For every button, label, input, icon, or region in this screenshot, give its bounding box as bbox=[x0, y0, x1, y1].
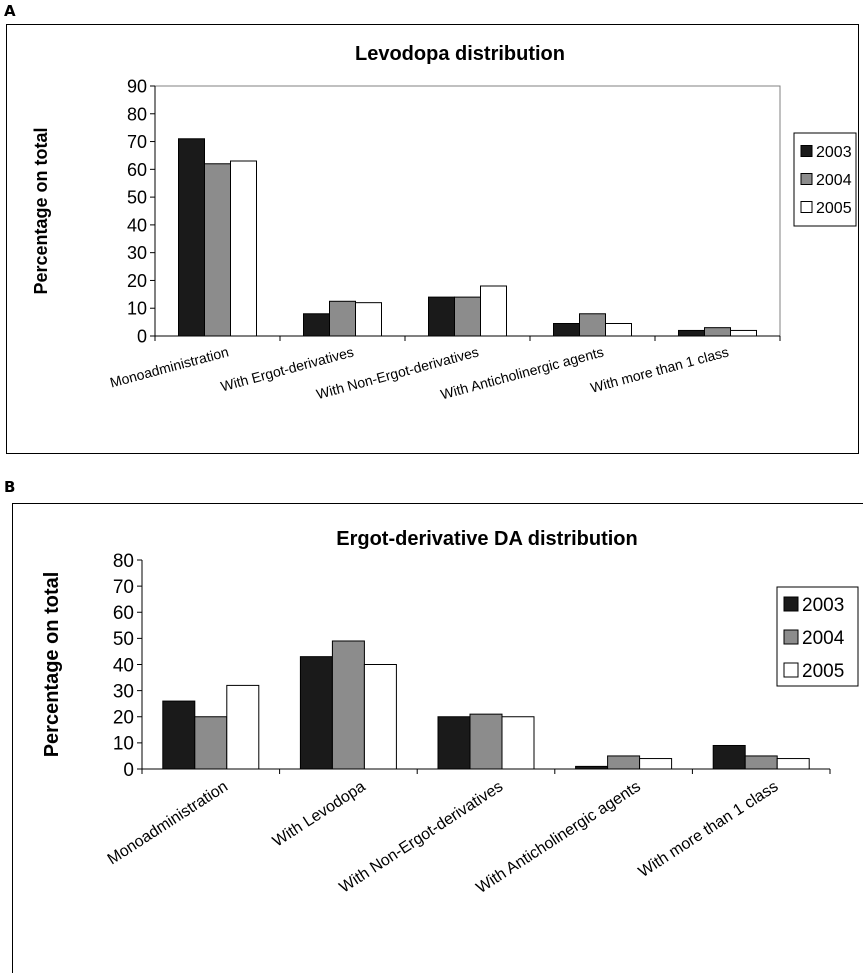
chart-b-bar bbox=[575, 765, 609, 770]
chart-b-ylabel: Percentage on total bbox=[41, 572, 63, 758]
chart-b-category-label: With Levodopa bbox=[270, 778, 369, 850]
chart-a-ylabel: Percentage on total bbox=[31, 127, 51, 294]
chart-a-category-label: Monoadministration bbox=[108, 343, 230, 390]
chart-a-legend-swatch bbox=[800, 201, 813, 213]
chart-ergot: Ergot-derivative DA distribution Percenta… bbox=[41, 528, 859, 897]
chart-b-legend-label: 2004 bbox=[802, 628, 845, 649]
chart-b-legend-swatch bbox=[783, 596, 799, 612]
chart-a-ytick-label: 30 bbox=[127, 243, 147, 263]
chart-b-bar bbox=[469, 713, 503, 770]
chart-b-ytick-label: 80 bbox=[113, 551, 134, 572]
chart-a-ytick-label: 50 bbox=[127, 188, 147, 208]
chart-b-title: Ergot-derivative DA distribution bbox=[336, 528, 638, 550]
chart-b-bar bbox=[501, 716, 535, 770]
chart-a-bar bbox=[480, 285, 507, 337]
chart-b-bar bbox=[331, 640, 365, 770]
chart-a-bar bbox=[303, 313, 330, 337]
chart-a-ytick-label: 70 bbox=[127, 132, 147, 152]
chart-a-ytick-label: 80 bbox=[127, 104, 147, 124]
chart-a-legend-swatch bbox=[800, 173, 813, 185]
chart-a-bar bbox=[329, 300, 356, 337]
chart-a-legend-label: 2005 bbox=[816, 200, 852, 217]
panel-label-a: A bbox=[4, 2, 16, 20]
chart-b-ytick-label: 40 bbox=[113, 655, 134, 676]
chart-b-category-label: Monoadministration bbox=[105, 778, 231, 868]
chart-b-legend-label: 2005 bbox=[802, 661, 844, 682]
chart-a-bar bbox=[454, 296, 481, 337]
chart-a-title: Levodopa distribution bbox=[355, 43, 565, 65]
chart-levodopa: Levodopa distribution Percentage on total… bbox=[31, 43, 857, 402]
chart-a-bar bbox=[428, 296, 455, 337]
chart-b-legend-swatch bbox=[783, 662, 799, 678]
chart-a-ytick-label: 20 bbox=[127, 271, 147, 291]
chart-a-bar bbox=[605, 323, 632, 337]
chart-a-bar bbox=[704, 327, 731, 337]
chart-b-bar bbox=[299, 656, 333, 770]
chart-b-ytick-label: 50 bbox=[113, 629, 134, 650]
chart-a-ytick-label: 10 bbox=[127, 299, 147, 319]
chart-a-legend-label: 2004 bbox=[816, 172, 852, 189]
chart-a-bar bbox=[730, 329, 757, 337]
chart-a-category-label: With more than 1 class bbox=[589, 343, 731, 395]
chart-a-bar bbox=[355, 302, 382, 337]
chart-a-ytick-label: 0 bbox=[137, 326, 147, 346]
chart-a-legend-swatch bbox=[800, 145, 813, 157]
chart-a-bar bbox=[579, 313, 606, 337]
chart-b-bar bbox=[639, 758, 673, 770]
panel-label-b: B bbox=[4, 478, 16, 496]
chart-a-legend-label: 2003 bbox=[816, 144, 852, 161]
chart-b-bar bbox=[226, 684, 260, 770]
chart-a-bar bbox=[204, 163, 231, 337]
chart-a-ytick-label: 40 bbox=[127, 215, 147, 235]
chart-a-ytick-label: 90 bbox=[127, 76, 147, 96]
chart-b-bar bbox=[776, 758, 810, 770]
chart-b-bar bbox=[363, 664, 397, 770]
chart-b-legend-label: 2003 bbox=[802, 595, 844, 616]
chart-b-ytick-label: 20 bbox=[113, 708, 134, 729]
chart-b-bar bbox=[607, 755, 641, 770]
chart-b-bar bbox=[744, 755, 778, 770]
chart-b-bar bbox=[194, 716, 228, 770]
chart-b-ytick-label: 30 bbox=[113, 681, 134, 702]
chart-a-bar bbox=[178, 138, 205, 337]
chart-b-ytick-label: 70 bbox=[113, 577, 134, 598]
chart-b-frame bbox=[12, 503, 863, 973]
chart-b-bar bbox=[712, 744, 746, 770]
chart-a-bar bbox=[553, 323, 580, 337]
chart-b-bar bbox=[162, 700, 196, 770]
chart-b-ytick-label: 60 bbox=[113, 603, 134, 624]
chart-a-ytick-label: 60 bbox=[127, 160, 147, 180]
chart-a-bar bbox=[230, 160, 257, 337]
chart-a-frame bbox=[6, 24, 859, 454]
chart-b-ytick-label: 10 bbox=[113, 734, 134, 755]
chart-b-legend-swatch bbox=[783, 629, 799, 645]
chart-a-bar bbox=[678, 329, 705, 337]
chart-b-bar bbox=[437, 716, 471, 770]
chart-b-category-label: With more than 1 class bbox=[636, 778, 782, 881]
chart-b-ytick-label: 0 bbox=[123, 760, 134, 781]
